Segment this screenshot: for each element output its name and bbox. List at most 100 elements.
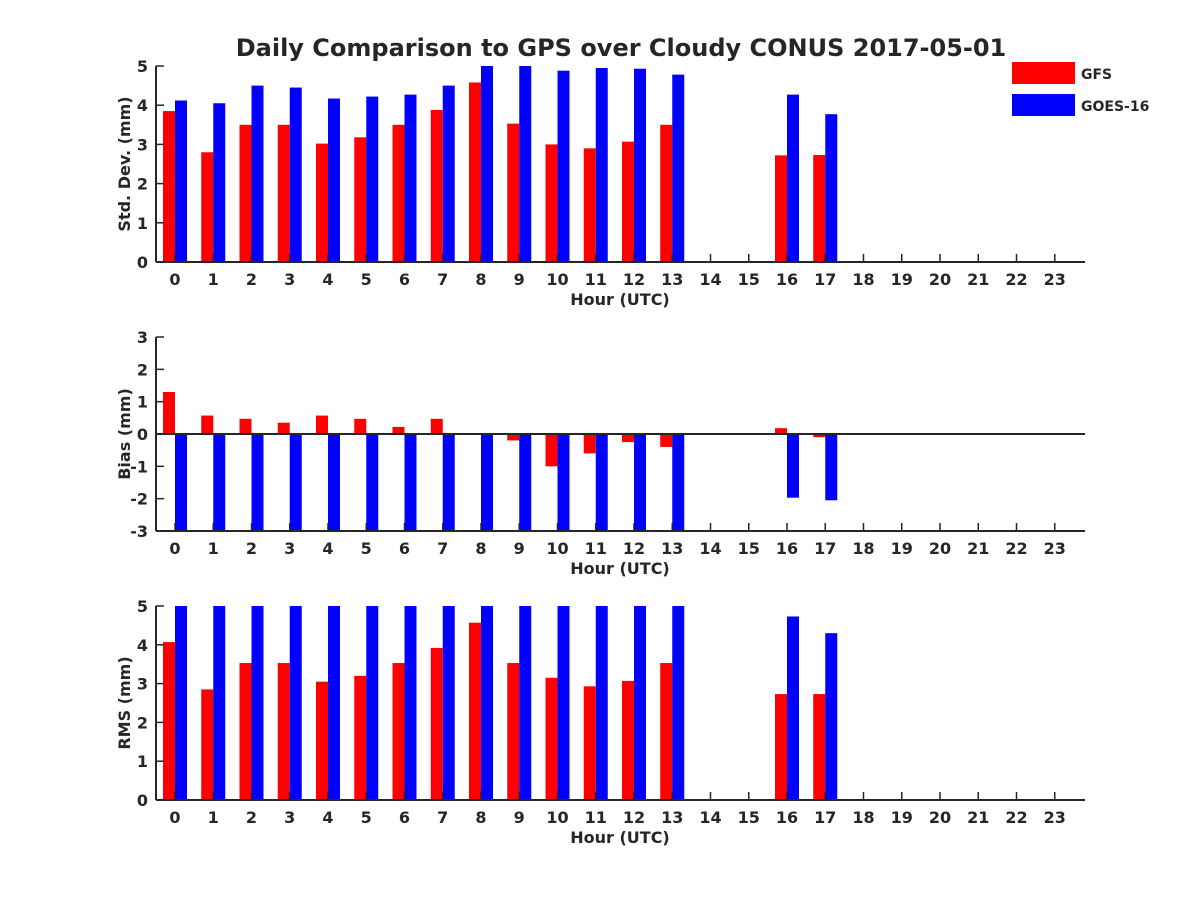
bar-goes16-hour-8 (481, 66, 493, 262)
x-tick-label: 6 (399, 270, 410, 289)
y-tick-label: 2 (137, 175, 148, 194)
bar-goes16-hour-11 (595, 67, 608, 263)
x-tick-label: 16 (776, 270, 798, 289)
x-tick-label: 16 (776, 808, 798, 827)
x-tick-label: 13 (661, 539, 683, 558)
x-tick-label: 5 (361, 539, 372, 558)
bar-gfs-hour-7 (430, 647, 443, 800)
bar-gfs-hour-17 (813, 694, 826, 800)
x-tick-label: 3 (284, 539, 295, 558)
x-tick-label: 6 (399, 539, 410, 558)
y-tick-label: 1 (137, 752, 148, 771)
bar-goes16-hour-12 (634, 68, 646, 262)
bar-gfs-hour-2 (239, 418, 252, 434)
x-tick-label: 3 (284, 270, 295, 289)
bar-gfs-hour-7 (430, 418, 443, 434)
x-tick-label: 7 (437, 270, 448, 289)
x-tick-label: 16 (776, 539, 798, 558)
bar-gfs-hour-3 (277, 124, 290, 262)
bar-goes16-hour-9 (519, 606, 532, 800)
bar-gfs-hour-4 (316, 681, 328, 800)
x-tick-label: 8 (475, 539, 486, 558)
bar-goes16-hour-3 (289, 606, 302, 800)
bar-goes16-hour-5 (366, 606, 379, 800)
bar-gfs-hour-1 (201, 415, 214, 434)
bar-gfs-hour-12 (622, 434, 634, 443)
bar-goes16-hour-10 (557, 434, 570, 531)
y-tick-label: -1 (130, 457, 148, 476)
legend-swatch-gfs (1012, 62, 1075, 84)
bar-gfs-hour-3 (277, 663, 290, 800)
x-tick-label: 9 (514, 539, 525, 558)
bar-gfs-hour-13 (660, 663, 673, 800)
bar-gfs-hour-16 (775, 155, 787, 262)
bar-gfs-hour-12 (622, 141, 634, 262)
x-tick-label: 13 (661, 808, 683, 827)
y-tick-label: 2 (137, 360, 148, 379)
bar-gfs-hour-11 (583, 148, 596, 262)
y-tick-label: 0 (137, 425, 148, 444)
x-tick-label: 20 (929, 808, 951, 827)
bar-goes16-hour-0 (175, 606, 187, 800)
x-tick-label: 23 (1044, 539, 1066, 558)
bar-gfs-hour-2 (239, 124, 252, 262)
x-tick-label: 15 (738, 808, 760, 827)
bar-gfs-hour-9 (507, 434, 520, 441)
bar-gfs-hour-1 (201, 152, 214, 262)
bar-goes16-hour-2 (251, 606, 264, 800)
bar-goes16-hour-12 (634, 606, 646, 800)
bar-goes16-hour-1 (213, 103, 226, 263)
y-tick-label: 5 (137, 597, 148, 616)
chart-title: Daily Comparison to GPS over Cloudy CONU… (236, 34, 1007, 62)
bar-goes16-hour-10 (557, 606, 570, 800)
x-tick-label: 1 (208, 808, 219, 827)
bar-goes16-hour-13 (672, 606, 685, 800)
bar-goes16-hour-0 (175, 434, 187, 531)
bar-gfs-hour-16 (775, 694, 787, 800)
y-tick-label: 0 (137, 791, 148, 810)
bar-gfs-hour-13 (660, 124, 673, 262)
x-tick-label: 19 (891, 808, 913, 827)
bar-goes16-hour-4 (328, 606, 340, 800)
bar-goes16-hour-11 (595, 434, 608, 531)
bar-gfs-hour-5 (354, 418, 367, 434)
x-tick-label: 14 (699, 270, 721, 289)
y-tick-label: 4 (137, 96, 148, 115)
x-tick-label: 11 (585, 270, 607, 289)
x-tick-label: 7 (437, 539, 448, 558)
x-tick-label: 8 (475, 808, 486, 827)
bar-goes16-hour-5 (366, 434, 379, 531)
y-tick-label: 3 (137, 328, 148, 347)
y-tick-label: 4 (137, 636, 148, 655)
x-tick-label: 17 (814, 808, 836, 827)
bar-gfs-hour-4 (316, 415, 328, 434)
bar-goes16-hour-12 (634, 434, 646, 531)
x-tick-label: 14 (699, 808, 721, 827)
x-tick-label: 10 (546, 808, 568, 827)
bar-gfs-hour-0 (163, 111, 175, 262)
x-tick-label: 0 (169, 270, 180, 289)
y-tick-label: 3 (137, 675, 148, 694)
bar-goes16-hour-17 (825, 633, 838, 800)
bar-gfs-hour-11 (583, 686, 596, 800)
x-axis-label: Hour (UTC) (570, 559, 670, 578)
x-tick-label: 5 (361, 808, 372, 827)
x-tick-label: 6 (399, 808, 410, 827)
bar-gfs-hour-6 (392, 426, 405, 434)
bar-goes16-hour-2 (251, 434, 264, 531)
y-axis-label: Bias (mm) (115, 388, 134, 480)
x-tick-label: 21 (967, 270, 989, 289)
x-tick-label: 4 (322, 539, 333, 558)
x-tick-label: 4 (322, 270, 333, 289)
x-tick-label: 12 (623, 270, 645, 289)
x-tick-label: 19 (891, 539, 913, 558)
x-tick-label: 15 (738, 539, 760, 558)
y-axis-label: Std. Dev. (mm) (115, 96, 134, 231)
bar-goes16-hour-7 (442, 85, 455, 262)
x-tick-label: 19 (891, 270, 913, 289)
x-tick-label: 18 (852, 808, 874, 827)
bar-goes16-hour-7 (442, 434, 455, 531)
